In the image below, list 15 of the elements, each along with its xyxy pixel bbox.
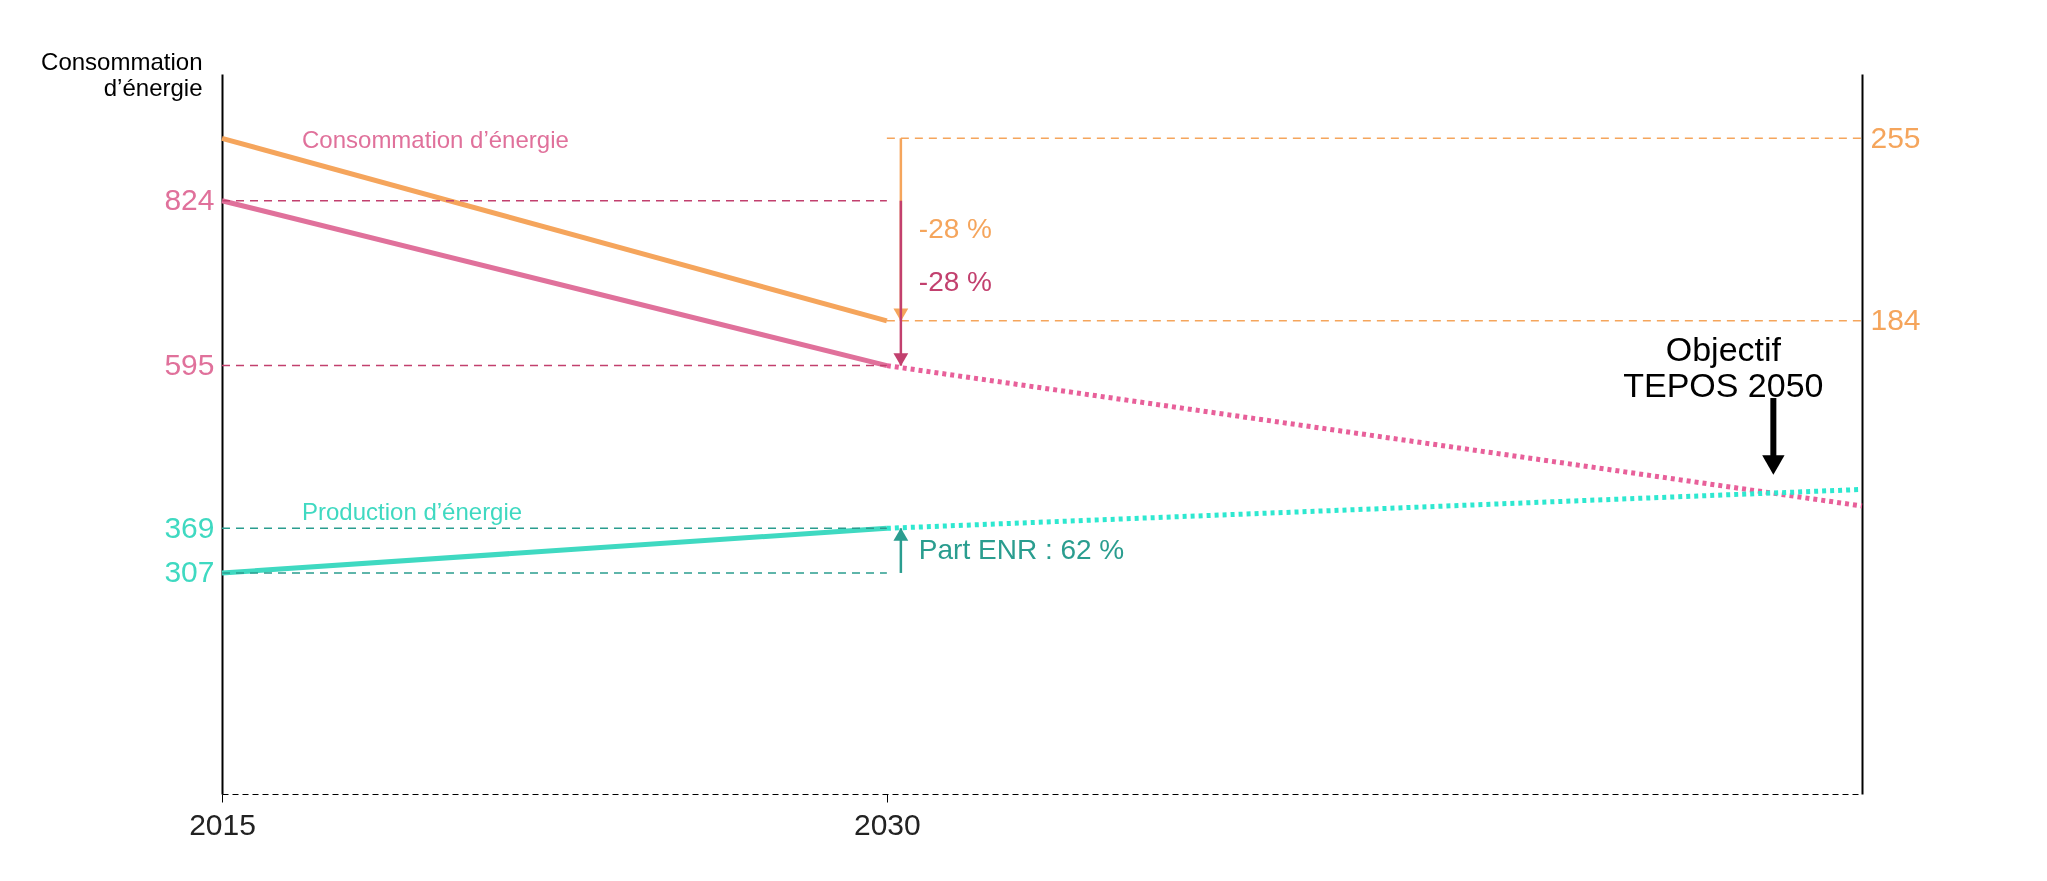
annotation: -28 % (918, 266, 993, 298)
y-axis-title: Consommation d’énergie (41, 47, 203, 101)
text: Consommation d’énergie (302, 125, 569, 153)
y2-tick-label: 255 (1870, 120, 1921, 154)
y-tick-label: 307 (164, 555, 215, 589)
annotation: Part ENR : 62 % (918, 533, 1125, 565)
x-tick-label: 2015 (189, 807, 256, 841)
y-tick-label: 824 (164, 183, 215, 217)
y-tick-label: 595 (164, 348, 215, 382)
annotation: Objectif TEPOS 2050 (1623, 330, 1824, 405)
series-label: Production d’énergie (302, 497, 523, 525)
x-tick-label: 2030 (853, 807, 921, 841)
y2-tick-label: 184 (1870, 303, 1921, 337)
annotation: -28 % (918, 212, 993, 244)
y-tick-label: 369 (164, 510, 215, 544)
